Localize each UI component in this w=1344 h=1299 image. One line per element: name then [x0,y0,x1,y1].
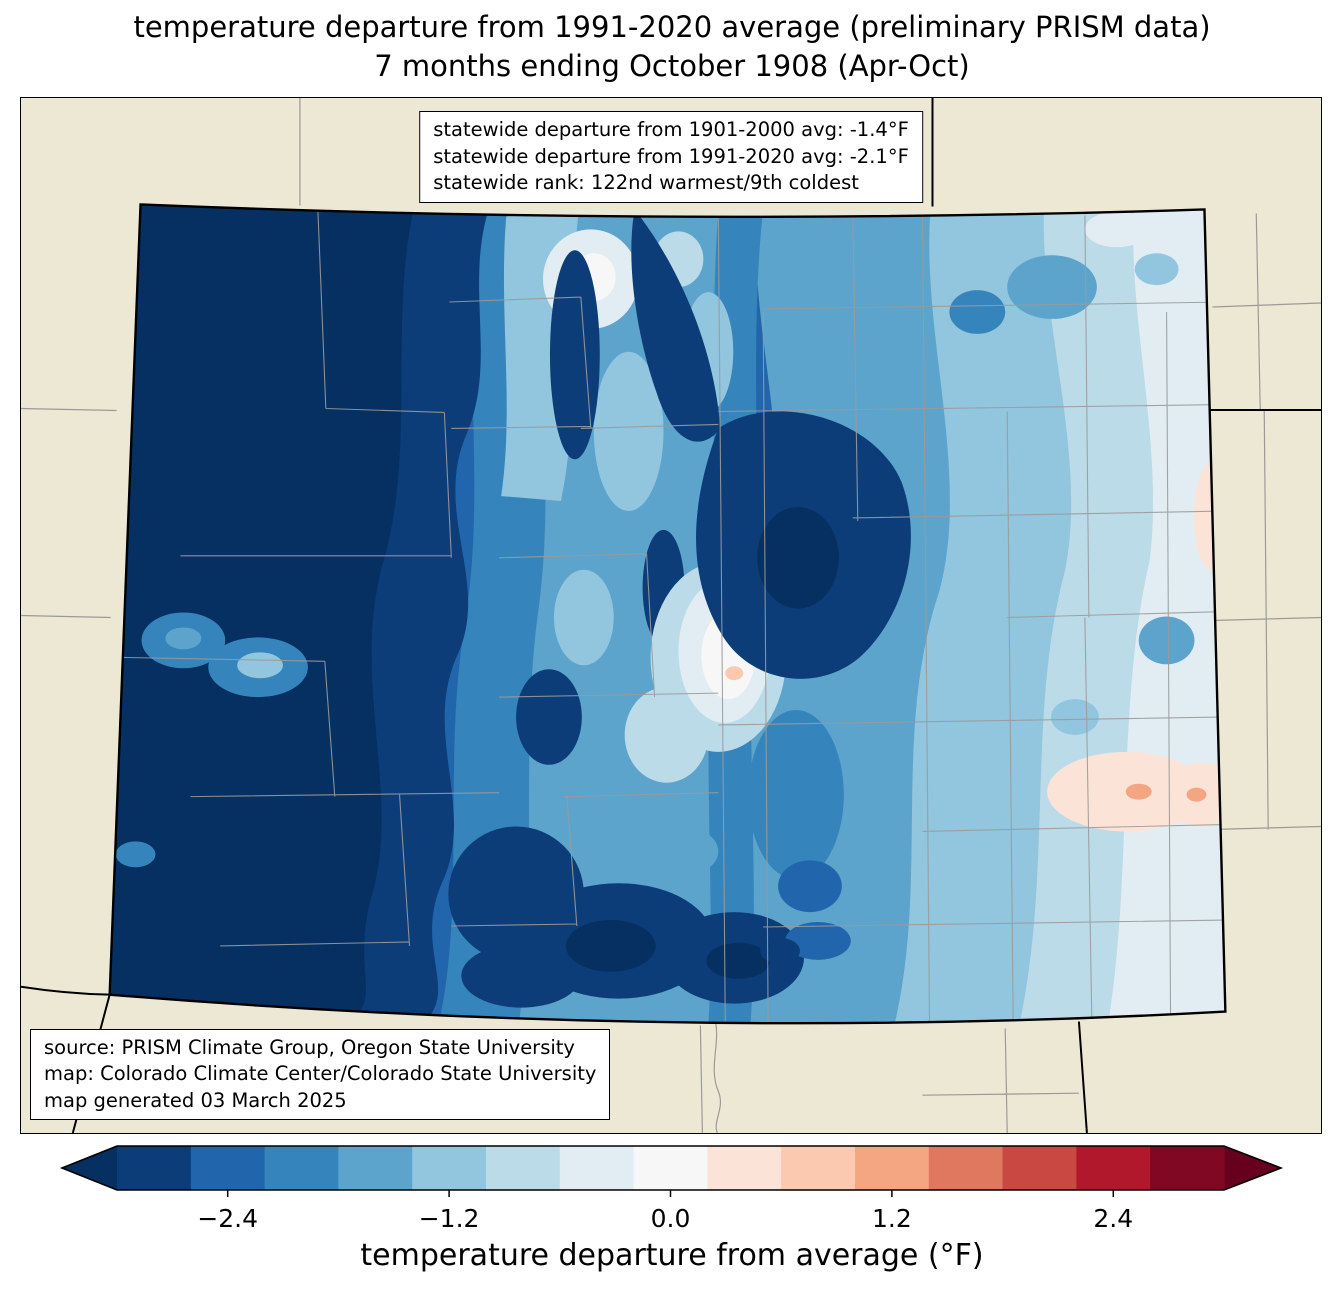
stats-line-3: statewide rank: 122nd warmest/9th coldes… [433,171,859,194]
colorbar-segment [412,1146,487,1190]
colorbar-segment [1150,1146,1225,1190]
colorbar-segment [707,1146,782,1190]
colorbar-segment [855,1146,930,1190]
colorado-county-lines [115,209,1226,1024]
colorbar-svg: −2.4 −1.2 0.0 1.2 2.4 [59,1145,1284,1233]
colorado-map-svg [21,98,1321,1133]
colorbar-segment [338,1146,413,1190]
colorbar-tick-label: 2.4 [1093,1204,1133,1233]
colorbar-right-arrow [1224,1146,1281,1190]
colorbar-tick-label: −1.2 [419,1204,480,1233]
chart-title: temperature departure from 1991-2020 ave… [0,8,1344,86]
colorbar-left-arrow [62,1146,117,1190]
neighbor-county-lines [21,98,1321,1133]
title-line-2: 7 months ending October 1908 (Apr-Oct) [374,49,970,83]
colorado-state-outline [108,203,1227,1025]
colorbar-tick-label: 1.2 [872,1204,912,1233]
source-line-1: source: PRISM Climate Group, Oregon Stat… [44,1035,575,1059]
source-line-3: map generated 03 March 2025 [44,1088,347,1112]
colorbar-segments: −2.4 −1.2 0.0 1.2 2.4 [117,1146,1225,1233]
colorbar-tick-label: 0.0 [651,1204,691,1233]
colorbar-segment [264,1146,339,1190]
stats-line-1: statewide departure from 1901-2000 avg: … [433,118,909,141]
map-panel: statewide departure from 1901-2000 avg: … [20,97,1322,1134]
colorbar-segment [633,1146,708,1190]
title-line-1: temperature departure from 1991-2020 ave… [133,10,1211,44]
colorbar-segment [781,1146,856,1190]
colorbar-segment [117,1146,192,1190]
colorbar-border [59,1145,1284,1191]
colorbar-segment [928,1146,1004,1190]
neighbor-state-borders [21,98,1321,1133]
colorbar-segment [1076,1146,1151,1190]
colorbar-segment [1002,1146,1077,1190]
colorbar-segment [486,1146,561,1190]
stats-line-2: statewide departure from 1991-2020 avg: … [433,144,909,168]
colorbar-axis-label: temperature departure from average (°F) [360,1238,984,1273]
statewide-stats-box: statewide departure from 1901-2000 avg: … [419,111,923,203]
colorbar-tick-label: −2.4 [197,1204,258,1233]
colorbar-segment [190,1146,266,1190]
colorbar-segment [559,1146,635,1190]
source-attribution-box: source: PRISM Climate Group, Oregon Stat… [30,1028,611,1120]
colorbar: −2.4 −1.2 0.0 1.2 2.4 [20,1144,1322,1239]
colorado-contour-fill [109,204,1226,1024]
source-line-2: map: Colorado Climate Center/Colorado St… [44,1062,597,1085]
